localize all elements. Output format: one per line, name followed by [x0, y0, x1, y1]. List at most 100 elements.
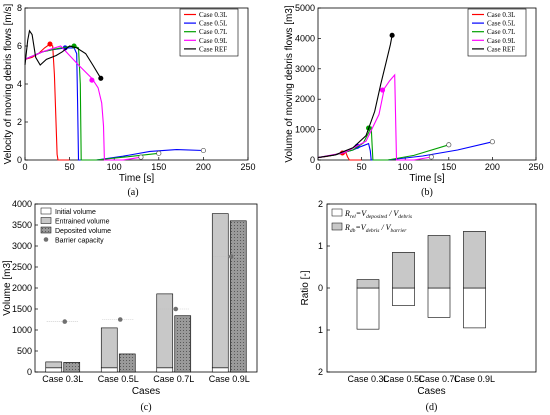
chart1-ytick-label: 4000	[295, 33, 315, 43]
chart3-ylabel: Ratio [-]	[300, 270, 311, 305]
chart0-xtick-label: 200	[196, 162, 211, 172]
chart3-legend-label-part: R	[344, 209, 350, 218]
chart1-ytick-label: 0	[310, 155, 315, 165]
chart2-bar-entrained	[211, 213, 229, 369]
chart3-bar-rdb	[392, 252, 415, 289]
chart2-capacity-marker	[117, 317, 123, 322]
chart2-legend-swatch	[40, 217, 52, 224]
chart3-xtick-label: Case 0.7L	[418, 374, 459, 384]
chart3-bar-rrel	[356, 287, 380, 330]
chart3-legend-label: Rdb=Vdebris / Vbarrier	[344, 223, 407, 234]
chart0-legend-label: Case REF	[199, 45, 227, 53]
chart2-bar-initial	[211, 367, 229, 373]
chart2-bar-initial	[100, 367, 118, 373]
chart1-xtick-label: 150	[441, 162, 456, 172]
chart1-xlabel: Time [s]	[409, 173, 444, 184]
chart3-legend-label-part: barrier	[391, 228, 408, 234]
chart2-xtick-label: Case 0.5L	[98, 374, 139, 384]
chart3-legend-label-part: deposited	[366, 214, 387, 220]
chart1-legend-box	[467, 8, 527, 57]
chart1-xtick-label: 200	[485, 162, 500, 172]
chart1-ytick-label: 1000	[295, 125, 315, 135]
chart1-ytick-label: 2000	[295, 94, 315, 104]
chart3-legend-label-part: rel	[350, 214, 356, 220]
chart3-xlabel: Cases	[417, 386, 445, 397]
chart1-legend-label: Case 0.3L	[487, 11, 515, 19]
chart1-xtick-label: 250	[528, 162, 543, 172]
chart1-legend-label: Case 0.9L	[487, 37, 515, 45]
chart3-legend-label-part: =V	[355, 223, 366, 232]
chart3-legend-label-part: db	[350, 228, 356, 234]
chart1-series-marker	[489, 139, 495, 145]
chart0-series-marker	[47, 41, 53, 47]
chart3-bar-rdb	[427, 235, 451, 289]
chart2-bar-deposited	[118, 353, 136, 373]
chart3-legend-label-part: =V	[356, 209, 367, 218]
chart0-series-line	[24, 29, 102, 79]
chart2-bar-entrained	[156, 293, 174, 369]
chart0-legend-label: Case 0.9L	[199, 37, 227, 45]
chart2-legend-swatch	[43, 237, 49, 242]
chart0-legend-label: Case 0.7L	[199, 28, 227, 36]
chart0-ytick-label: 8	[17, 3, 22, 13]
chart0-ytick-label: 0	[17, 155, 22, 165]
chart3-xtick-label: Case 0.5L	[383, 374, 424, 384]
chart3-legend-label-part: / V	[387, 209, 399, 218]
chart1-legend-label: Case REF	[487, 45, 515, 53]
chart2-xtick-label: Case 0.3L	[42, 374, 83, 384]
chart3-legend-label-part: / V	[379, 223, 391, 232]
chart2-bar-deposited	[174, 315, 192, 373]
chart3-bar-rdb	[356, 279, 380, 289]
chart3-legend-swatch	[331, 208, 343, 217]
chart2-ytick-label: 3500	[12, 220, 32, 230]
chart0-series-marker	[200, 147, 206, 154]
chart0-series-marker	[98, 75, 104, 81]
chart3-legend-label-part: debris	[398, 214, 412, 220]
chart0-series-marker	[156, 150, 162, 156]
chart2-capacity-marker	[62, 319, 68, 324]
chart0-xlabel: Time [s]	[119, 173, 154, 184]
chart0-ytick-label: 4	[17, 79, 22, 89]
chart0-xtick-label: 150	[151, 162, 166, 172]
chart3-legend-label-part: debris	[366, 228, 380, 234]
chart3-legend-label: Rrel=Vdeposited / Vdebris	[344, 209, 412, 220]
chart1-ytick-label: 5000	[295, 3, 315, 13]
chart2-ytick-label: 1000	[12, 325, 32, 335]
chart0-series-line	[24, 45, 142, 161]
chart0-series-marker	[138, 154, 144, 160]
chart3-xtick-label: Case 0.3L	[347, 374, 388, 384]
chart2-xtick-label: Case 0.9L	[209, 374, 250, 384]
chart3-ytick-label: 0	[318, 283, 323, 293]
chart1-series-line	[317, 35, 393, 159]
chart2-legend-label: Entrained volume	[55, 219, 110, 226]
chart0-legend-box	[179, 8, 239, 57]
chart1-xtick-label: 0	[315, 162, 320, 172]
chart2-bar-entrained	[100, 327, 118, 369]
chart1-series-marker	[428, 154, 434, 160]
chart0-ytick-label: 6	[17, 41, 22, 51]
chart2-legend-swatch	[40, 226, 52, 234]
chart1-xtick-label: 50	[357, 162, 367, 172]
chart2-ytick-label: 3000	[12, 241, 32, 251]
chart0-xtick-label: 250	[240, 162, 255, 172]
chart1-series-marker	[379, 87, 386, 93]
chart3-bar-rrel	[463, 287, 486, 329]
chart2-capacity-marker	[228, 254, 234, 259]
chart1-legend-label: Case 0.5L	[487, 20, 515, 28]
chart1-legend-label: Case 0.7L	[487, 28, 515, 36]
chart1-ylabel: Volume of moving debris flows [m3]	[284, 5, 295, 163]
chart0-legend-label: Case 0.3L	[199, 11, 227, 19]
chart2-xtick-label: Case 0.7L	[153, 374, 194, 384]
chart0-ytick-label: 2	[17, 117, 22, 127]
chart0-series-line	[24, 43, 70, 161]
chart2-ytick-label: 1500	[12, 304, 32, 314]
chart3-ytick-label: 2	[318, 199, 323, 209]
chart2-legend-label: Deposited volume	[55, 228, 111, 235]
chart2-legend-label: Initial volume	[55, 209, 96, 216]
chart1-xtick-label: 100	[398, 162, 413, 172]
chart2-ytick-label: 4000	[12, 199, 32, 209]
chart2-ytick-label: 0	[27, 367, 32, 377]
chart1-series-line	[317, 73, 432, 161]
chart2-ytick-label: 500	[17, 346, 32, 356]
chart2-ylabel: Volume [m3]	[2, 260, 13, 316]
